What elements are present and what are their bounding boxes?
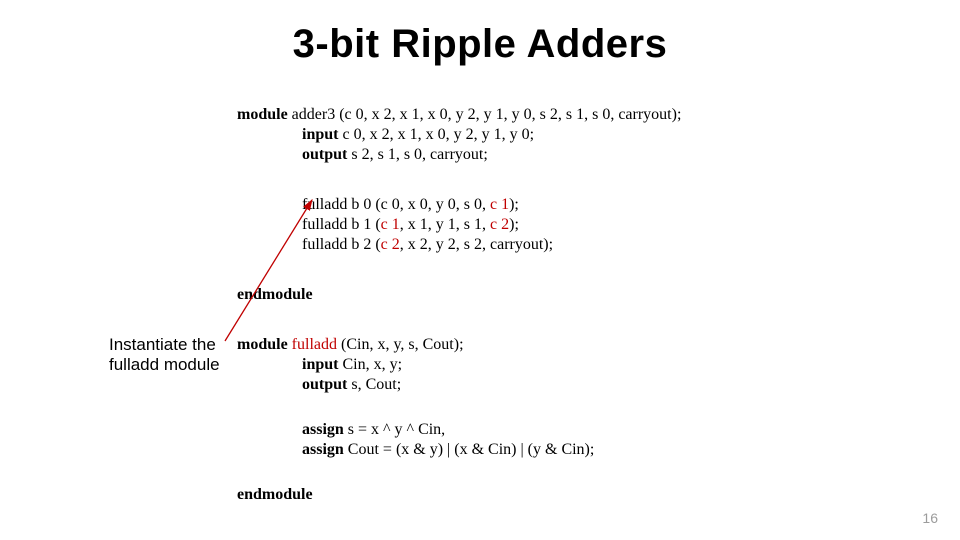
fulladd-name: fulladd [292, 336, 337, 353]
inst-b0-hl: c 1 [490, 196, 509, 213]
kw-output: output [302, 146, 347, 163]
kw-module: module [237, 106, 288, 123]
inst-b0-pre: fulladd b 0 (c 0, x 0, y 0, s 0, [302, 196, 490, 213]
fulladd-end: endmodule [237, 485, 313, 505]
inst-b2-pre: fulladd b 2 ( [302, 236, 381, 253]
adder3-input: input c 0, x 2, x 1, x 0, y 2, y 1, y 0; [302, 125, 534, 145]
adder3-output: output s 2, s 1, s 0, carryout; [302, 145, 488, 165]
adder3-input-args: c 0, x 2, x 1, x 0, y 2, y 1, y 0; [342, 126, 534, 143]
adder3-decl: module adder3 (c 0, x 2, x 1, x 0, y 2, … [237, 105, 681, 125]
fulladd-output: output s, Cout; [302, 375, 401, 395]
kw-module-2: module [237, 336, 288, 353]
assign-cout: assign Cout = (x & y) | (x & Cin) | (y &… [302, 440, 594, 460]
kw-assign-2: assign [302, 441, 344, 458]
kw-input-2: input [302, 356, 338, 373]
fulladd-args: (Cin, x, y, s, Cout); [341, 336, 464, 353]
fulladd-output-args: s, Cout; [351, 376, 401, 393]
assign-cout-rest: Cout = (x & y) | (x & Cin) | (y & Cin); [348, 441, 595, 458]
assign-s: assign s = x ^ y ^ Cin, [302, 420, 445, 440]
adder3-args: adder3 (c 0, x 2, x 1, x 0, y 2, y 1, y … [292, 106, 682, 123]
inst-b1-mid: , x 1, y 1, s 1, [400, 216, 490, 233]
inst-b2-post: , x 2, y 2, s 2, carryout); [400, 236, 553, 253]
inst-b1-post: ); [509, 216, 519, 233]
adder3-output-args: s 2, s 1, s 0, carryout; [351, 146, 487, 163]
annotation-line1: Instantiate the [109, 335, 216, 355]
inst-b1-hl2: c 2 [490, 216, 509, 233]
fulladd-input-args: Cin, x, y; [342, 356, 402, 373]
adder3-end: endmodule [237, 285, 313, 305]
fulladd-input: input Cin, x, y; [302, 355, 402, 375]
annotation-line2: fulladd module [109, 355, 220, 375]
page-number: 16 [922, 510, 938, 526]
slide-title: 3-bit Ripple Adders [0, 22, 960, 67]
inst-b2-hl: c 2 [381, 236, 400, 253]
inst-b1-pre: fulladd b 1 ( [302, 216, 381, 233]
inst-b1-hl1: c 1 [381, 216, 400, 233]
kw-output-2: output [302, 376, 347, 393]
assign-s-rest: s = x ^ y ^ Cin, [348, 421, 445, 438]
fulladd-decl: module fulladd (Cin, x, y, s, Cout); [237, 335, 464, 355]
kw-input: input [302, 126, 338, 143]
inst-b0-post: ); [509, 196, 519, 213]
inst-b0: fulladd b 0 (c 0, x 0, y 0, s 0, c 1); [302, 195, 519, 215]
inst-b1: fulladd b 1 (c 1, x 1, y 1, s 1, c 2); [302, 215, 519, 235]
kw-assign-1: assign [302, 421, 344, 438]
inst-b2: fulladd b 2 (c 2, x 2, y 2, s 2, carryou… [302, 235, 553, 255]
